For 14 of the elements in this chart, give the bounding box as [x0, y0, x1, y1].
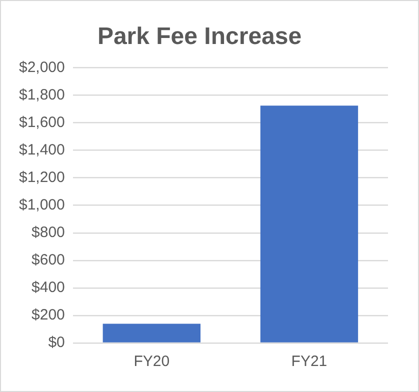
y-tick-label: $800 — [32, 224, 65, 242]
y-tick-label: $2,000 — [18, 58, 65, 76]
y-tick-label: $1,800 — [18, 86, 65, 104]
y-tick-label: $1,400 — [18, 142, 65, 158]
x-tick-label: FY20 — [134, 353, 170, 370]
y-tick-label: $600 — [32, 252, 65, 269]
y-tick-label: $1,000 — [18, 196, 65, 214]
y-tick-label: $400 — [32, 279, 65, 296]
y-tick-label: $200 — [32, 306, 65, 324]
chart-title: Park Fee Increase — [97, 23, 302, 50]
y-tick-label: $0 — [48, 334, 65, 352]
y-tick-label: $1,200 — [18, 169, 65, 186]
x-tick-label: FY21 — [291, 353, 328, 370]
y-tick-label: $1,600 — [18, 114, 65, 131]
